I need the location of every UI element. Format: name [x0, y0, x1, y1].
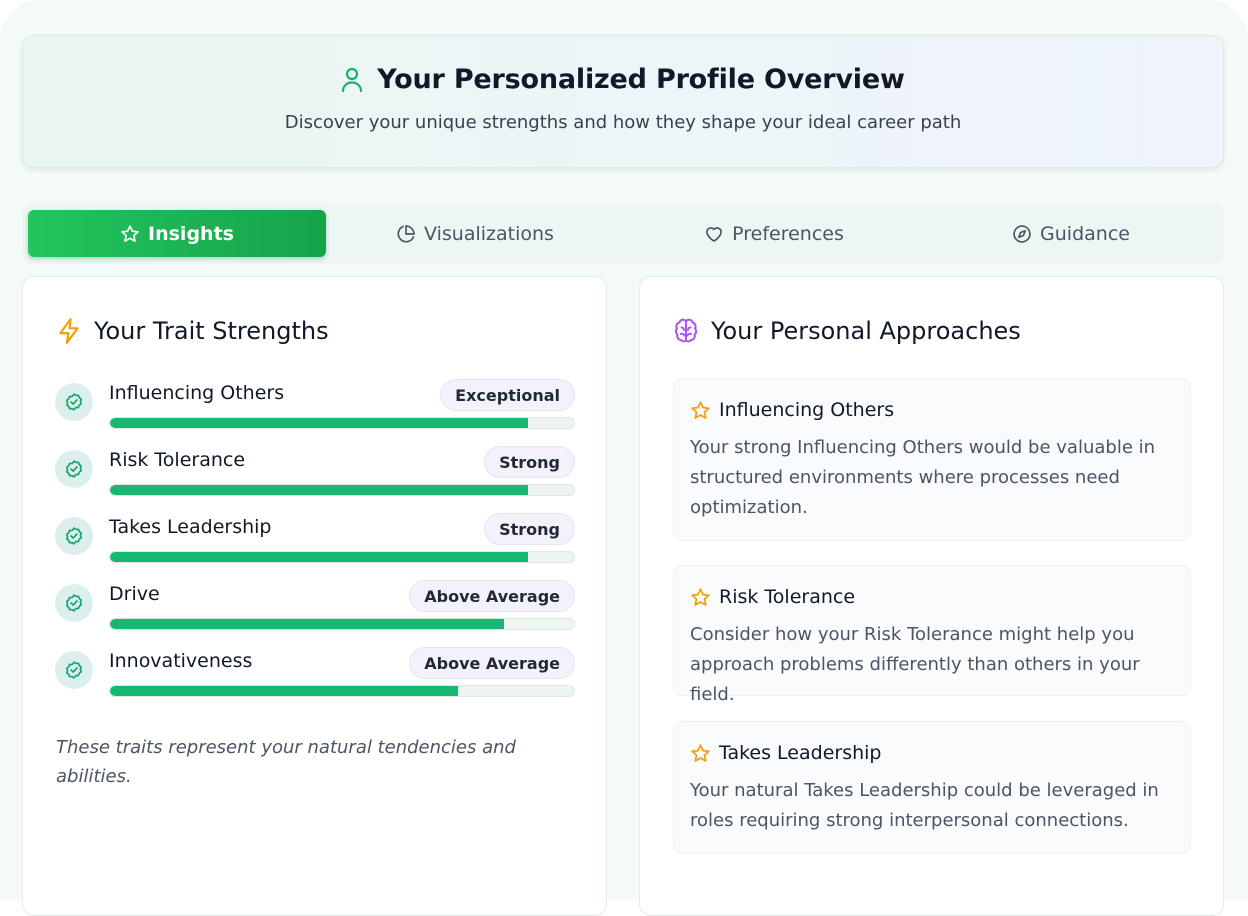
tab-label: Preferences: [732, 222, 844, 245]
approach-title: Influencing Others: [719, 399, 895, 421]
approach-title: Risk Tolerance: [719, 586, 856, 608]
trait-name: Influencing Others: [109, 382, 285, 404]
page-title: Your Personalized Profile Overview: [377, 64, 905, 95]
trait-name: Takes Leadership: [109, 516, 272, 538]
trait-level-badge: Strong: [484, 446, 575, 478]
approach-title: Takes Leadership: [719, 742, 882, 764]
check-badge-icon: [55, 584, 93, 622]
trait-progress-bar: [109, 551, 575, 563]
approach-card: Risk Tolerance Consider how your Risk To…: [673, 565, 1191, 705]
traits-footnote: These traits represent your natural tend…: [56, 737, 516, 787]
trait-progress-fill: [110, 686, 458, 696]
approach-title-row: Influencing Others: [690, 399, 894, 421]
trait-row: Risk Tolerance Strong: [53, 446, 575, 504]
user-icon: [341, 67, 363, 93]
tab-bar: Insights Visualizations Preferences: [22, 204, 1224, 264]
trait-level-badge: Above Average: [409, 580, 575, 612]
trait-progress-fill: [110, 418, 528, 428]
trait-name: Drive: [109, 583, 160, 605]
trait-progress-bar: [109, 618, 575, 630]
approach-card: Influencing Others Your strong Influenci…: [673, 378, 1191, 541]
trait-progress-bar: [109, 484, 575, 496]
approach-text: Your natural Takes Leadership could be l…: [690, 780, 1159, 831]
approach-text: Consider how your Risk Tolerance might h…: [690, 624, 1140, 705]
trait-strengths-header: Your Trait Strengths: [56, 317, 329, 345]
heart-icon: [704, 224, 724, 244]
compass-icon: [1012, 224, 1032, 244]
pie-chart-icon: [396, 224, 416, 244]
lightning-icon: [56, 317, 82, 345]
trait-progress-fill: [110, 485, 528, 495]
trait-name: Innovativeness: [109, 650, 253, 672]
section-title: Your Personal Approaches: [711, 317, 1021, 345]
approach-text: Your strong Influencing Others would be …: [690, 437, 1156, 518]
trait-row: Innovativeness Above Average: [53, 647, 575, 705]
trait-row: Influencing Others Exceptional: [53, 379, 575, 437]
page-subtitle: Discover your unique strengths and how t…: [284, 112, 962, 133]
tab-preferences[interactable]: Preferences: [625, 210, 923, 257]
approach-title-row: Takes Leadership: [690, 742, 881, 764]
trait-progress-bar: [109, 417, 575, 429]
trait-name: Risk Tolerance: [109, 449, 246, 471]
tab-insights[interactable]: Insights: [28, 210, 326, 257]
trait-row: Takes Leadership Strong: [53, 513, 575, 571]
star-icon: [120, 224, 140, 244]
tab-label: Guidance: [1040, 222, 1130, 245]
trait-level-badge: Exceptional: [440, 379, 575, 411]
trait-level-badge: Above Average: [409, 647, 575, 679]
trait-strengths-panel: Your Trait Strengths Influencing Others …: [22, 276, 607, 916]
star-icon: [690, 587, 711, 608]
approach-card: Takes Leadership Your natural Takes Lead…: [673, 721, 1191, 854]
approach-title-row: Risk Tolerance: [690, 586, 855, 608]
star-icon: [690, 743, 711, 764]
check-badge-icon: [55, 450, 93, 488]
check-badge-icon: [55, 517, 93, 555]
personal-approaches-header: Your Personal Approaches: [673, 317, 1021, 345]
check-badge-icon: [55, 383, 93, 421]
check-badge-icon: [55, 651, 93, 689]
trait-progress-fill: [110, 552, 528, 562]
section-title: Your Trait Strengths: [94, 317, 329, 345]
trait-row: Drive Above Average: [53, 580, 575, 638]
trait-level-badge: Strong: [484, 513, 575, 545]
tab-visualizations[interactable]: Visualizations: [326, 210, 624, 257]
star-icon: [690, 400, 711, 421]
trait-progress-fill: [110, 619, 505, 629]
tab-guidance[interactable]: Guidance: [922, 210, 1220, 257]
header-title-row: Your Personalized Profile Overview: [23, 64, 1223, 95]
trait-progress-bar: [109, 685, 575, 697]
profile-header: Your Personalized Profile Overview Disco…: [22, 35, 1224, 168]
tab-label: Visualizations: [424, 222, 554, 245]
brain-icon: [673, 317, 699, 345]
tab-label: Insights: [148, 222, 234, 245]
personal-approaches-panel: Your Personal Approaches Influencing Oth…: [639, 276, 1224, 916]
